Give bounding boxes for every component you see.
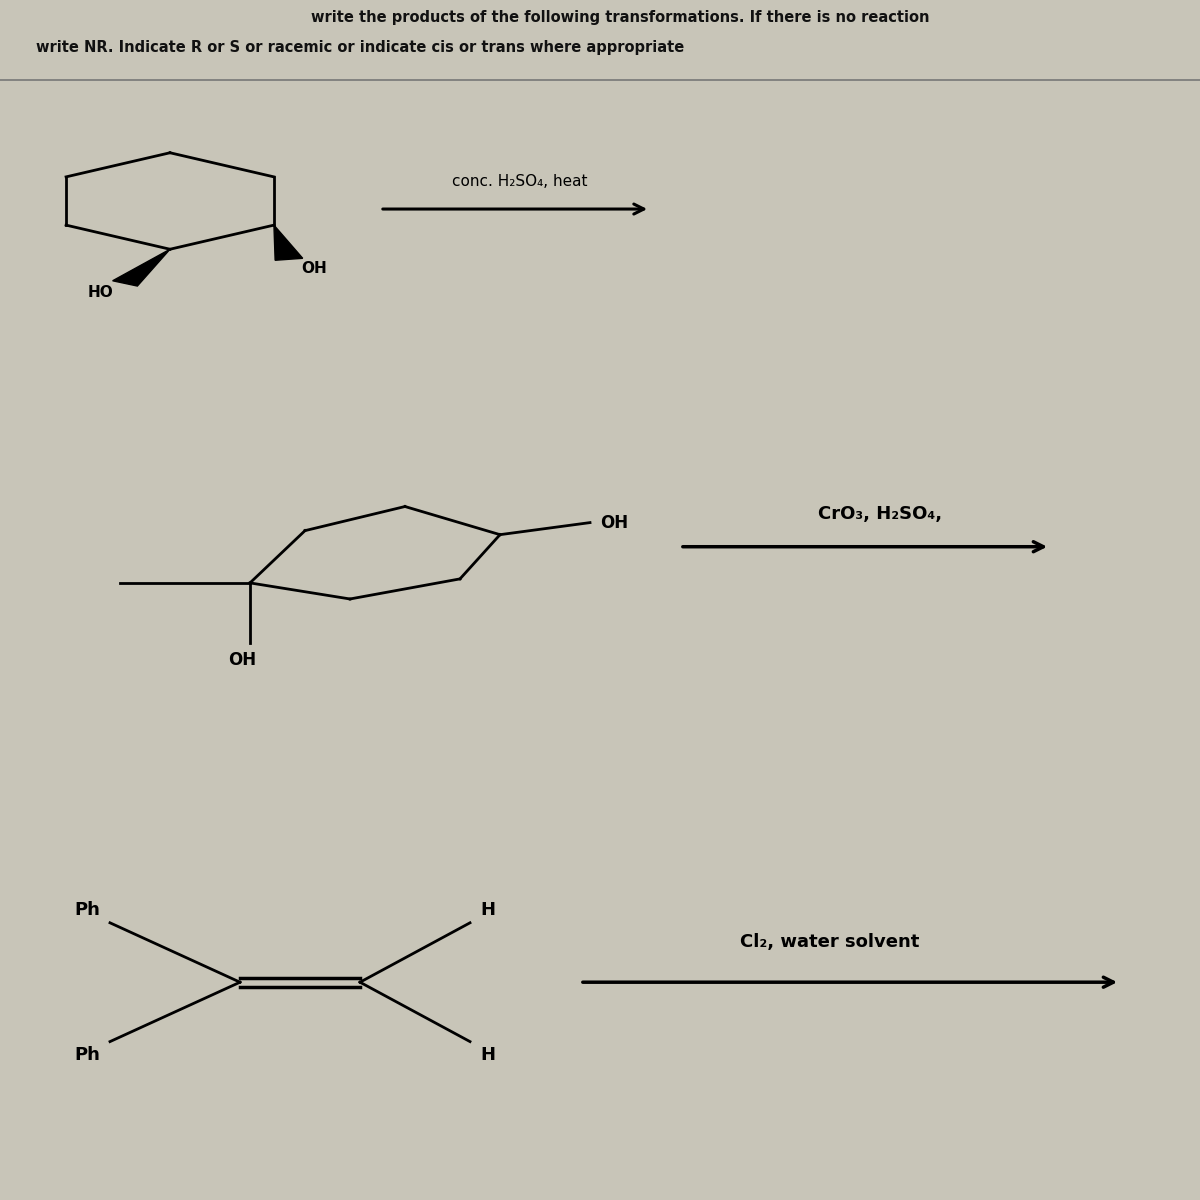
Text: write NR. Indicate R or S or racemic or indicate cis or trans where appropriate: write NR. Indicate R or S or racemic or … bbox=[36, 40, 684, 55]
Text: conc. H₂SO₄, heat: conc. H₂SO₄, heat bbox=[452, 174, 588, 188]
Polygon shape bbox=[113, 250, 170, 286]
Text: H: H bbox=[480, 901, 496, 919]
Text: OH: OH bbox=[600, 514, 628, 532]
Text: Cl₂, water solvent: Cl₂, water solvent bbox=[740, 932, 919, 950]
Text: Ph: Ph bbox=[74, 1045, 100, 1063]
Text: H: H bbox=[480, 1045, 496, 1063]
Text: OH: OH bbox=[228, 652, 256, 670]
Text: Ph: Ph bbox=[74, 901, 100, 919]
Text: CrO₃, H₂SO₄,: CrO₃, H₂SO₄, bbox=[818, 504, 942, 522]
Text: OH: OH bbox=[301, 262, 326, 276]
Polygon shape bbox=[274, 226, 302, 260]
Text: HO: HO bbox=[88, 286, 113, 300]
Text: write the products of the following transformations. If there is no reaction: write the products of the following tran… bbox=[311, 10, 929, 25]
